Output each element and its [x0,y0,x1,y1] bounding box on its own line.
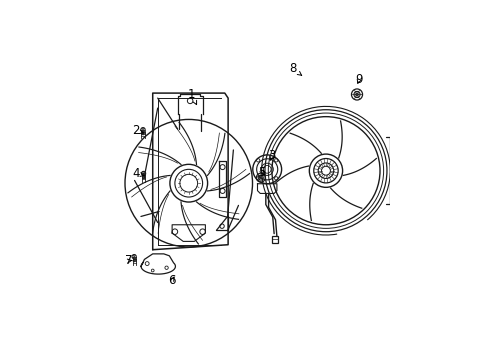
Text: 7: 7 [125,254,133,267]
Text: 4: 4 [132,167,144,180]
Text: 5: 5 [259,166,266,179]
Text: 1: 1 [188,88,196,105]
Text: 2: 2 [132,124,144,137]
Text: 6: 6 [169,274,176,287]
Circle shape [309,154,343,187]
Text: 3: 3 [268,149,275,162]
Text: 8: 8 [289,62,302,75]
Text: 9: 9 [355,73,363,86]
Circle shape [170,164,208,202]
